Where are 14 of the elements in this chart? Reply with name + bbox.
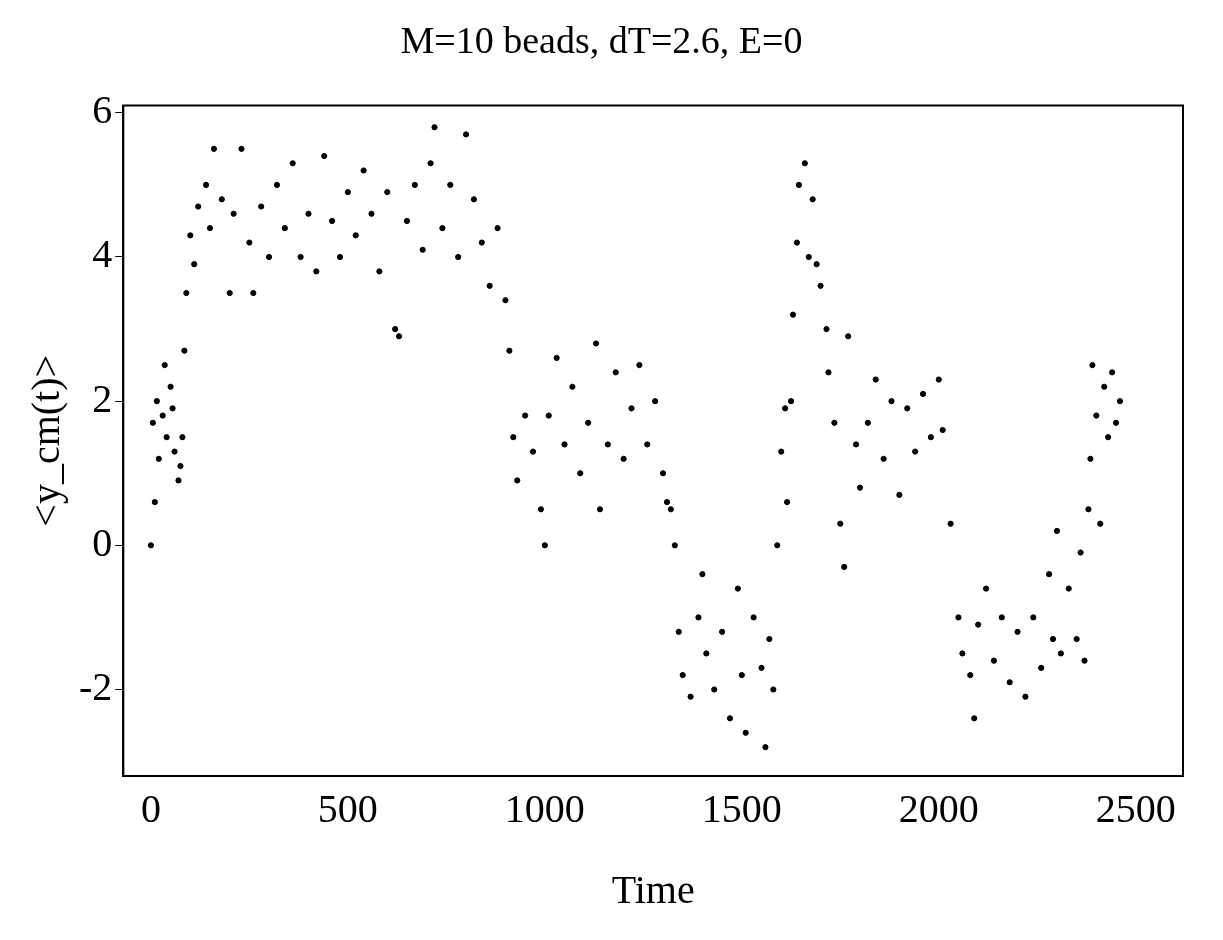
x-tick-label: 2500 bbox=[1095, 785, 1176, 831]
x-tick-label: 2000 bbox=[898, 785, 979, 831]
x-tick-label: 1500 bbox=[701, 785, 782, 831]
y-tick-label: -2 bbox=[78, 664, 113, 709]
y-tick-label: 4 bbox=[92, 231, 113, 277]
y-tick-label: 2 bbox=[92, 375, 113, 421]
x-tick-label: 0 bbox=[140, 785, 161, 831]
x-axis-title: Time bbox=[611, 866, 695, 912]
chart-title: M=10 beads, dT=2.6, E=0 bbox=[400, 18, 803, 61]
y-tick-label: 6 bbox=[92, 87, 113, 133]
x-tick-label: 1000 bbox=[504, 785, 585, 831]
x-tick-label: 500 bbox=[317, 785, 378, 831]
y-tick-label: 0 bbox=[92, 519, 113, 565]
y-axis-title: <y_cm(t)> bbox=[22, 354, 68, 527]
